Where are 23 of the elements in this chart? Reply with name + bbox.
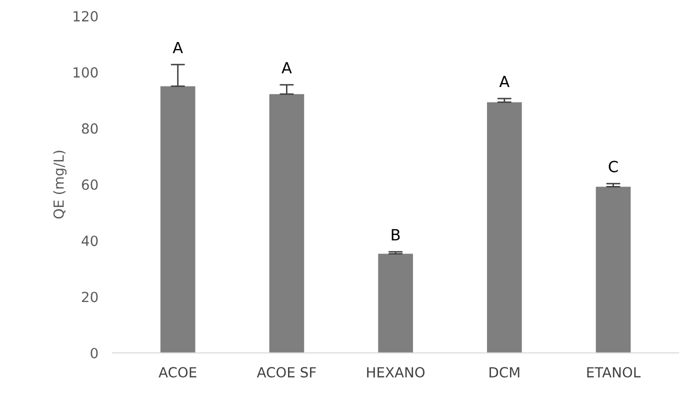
y-tick-label: 60 [82,179,98,190]
annotation: C [608,160,618,172]
y-tick-label: 20 [82,292,98,302]
y-tick-label: 80 [82,123,98,134]
bar [160,86,196,353]
bar [269,94,304,353]
y-tick-label: 120 [74,11,98,22]
y-tick-label: 100 [74,67,98,78]
annotation: A [499,76,510,88]
x-tick-label: DCM [490,367,520,378]
y-tick-label: 40 [82,236,98,246]
bar [487,102,522,353]
x-tick-label: ACOE SF [256,367,316,378]
y-axis-title: QE (mg/L) [53,150,67,219]
y-tick-label: 0 [90,348,98,358]
annotation: B [392,229,400,240]
annotation: A [282,62,292,74]
bar [596,186,631,353]
x-tick-label: HEXANO [367,367,425,378]
annotation: A [172,42,183,54]
x-tick-label: ETANOL [587,367,641,378]
bar [378,254,413,353]
x-tick-label: ACOE [158,367,196,378]
